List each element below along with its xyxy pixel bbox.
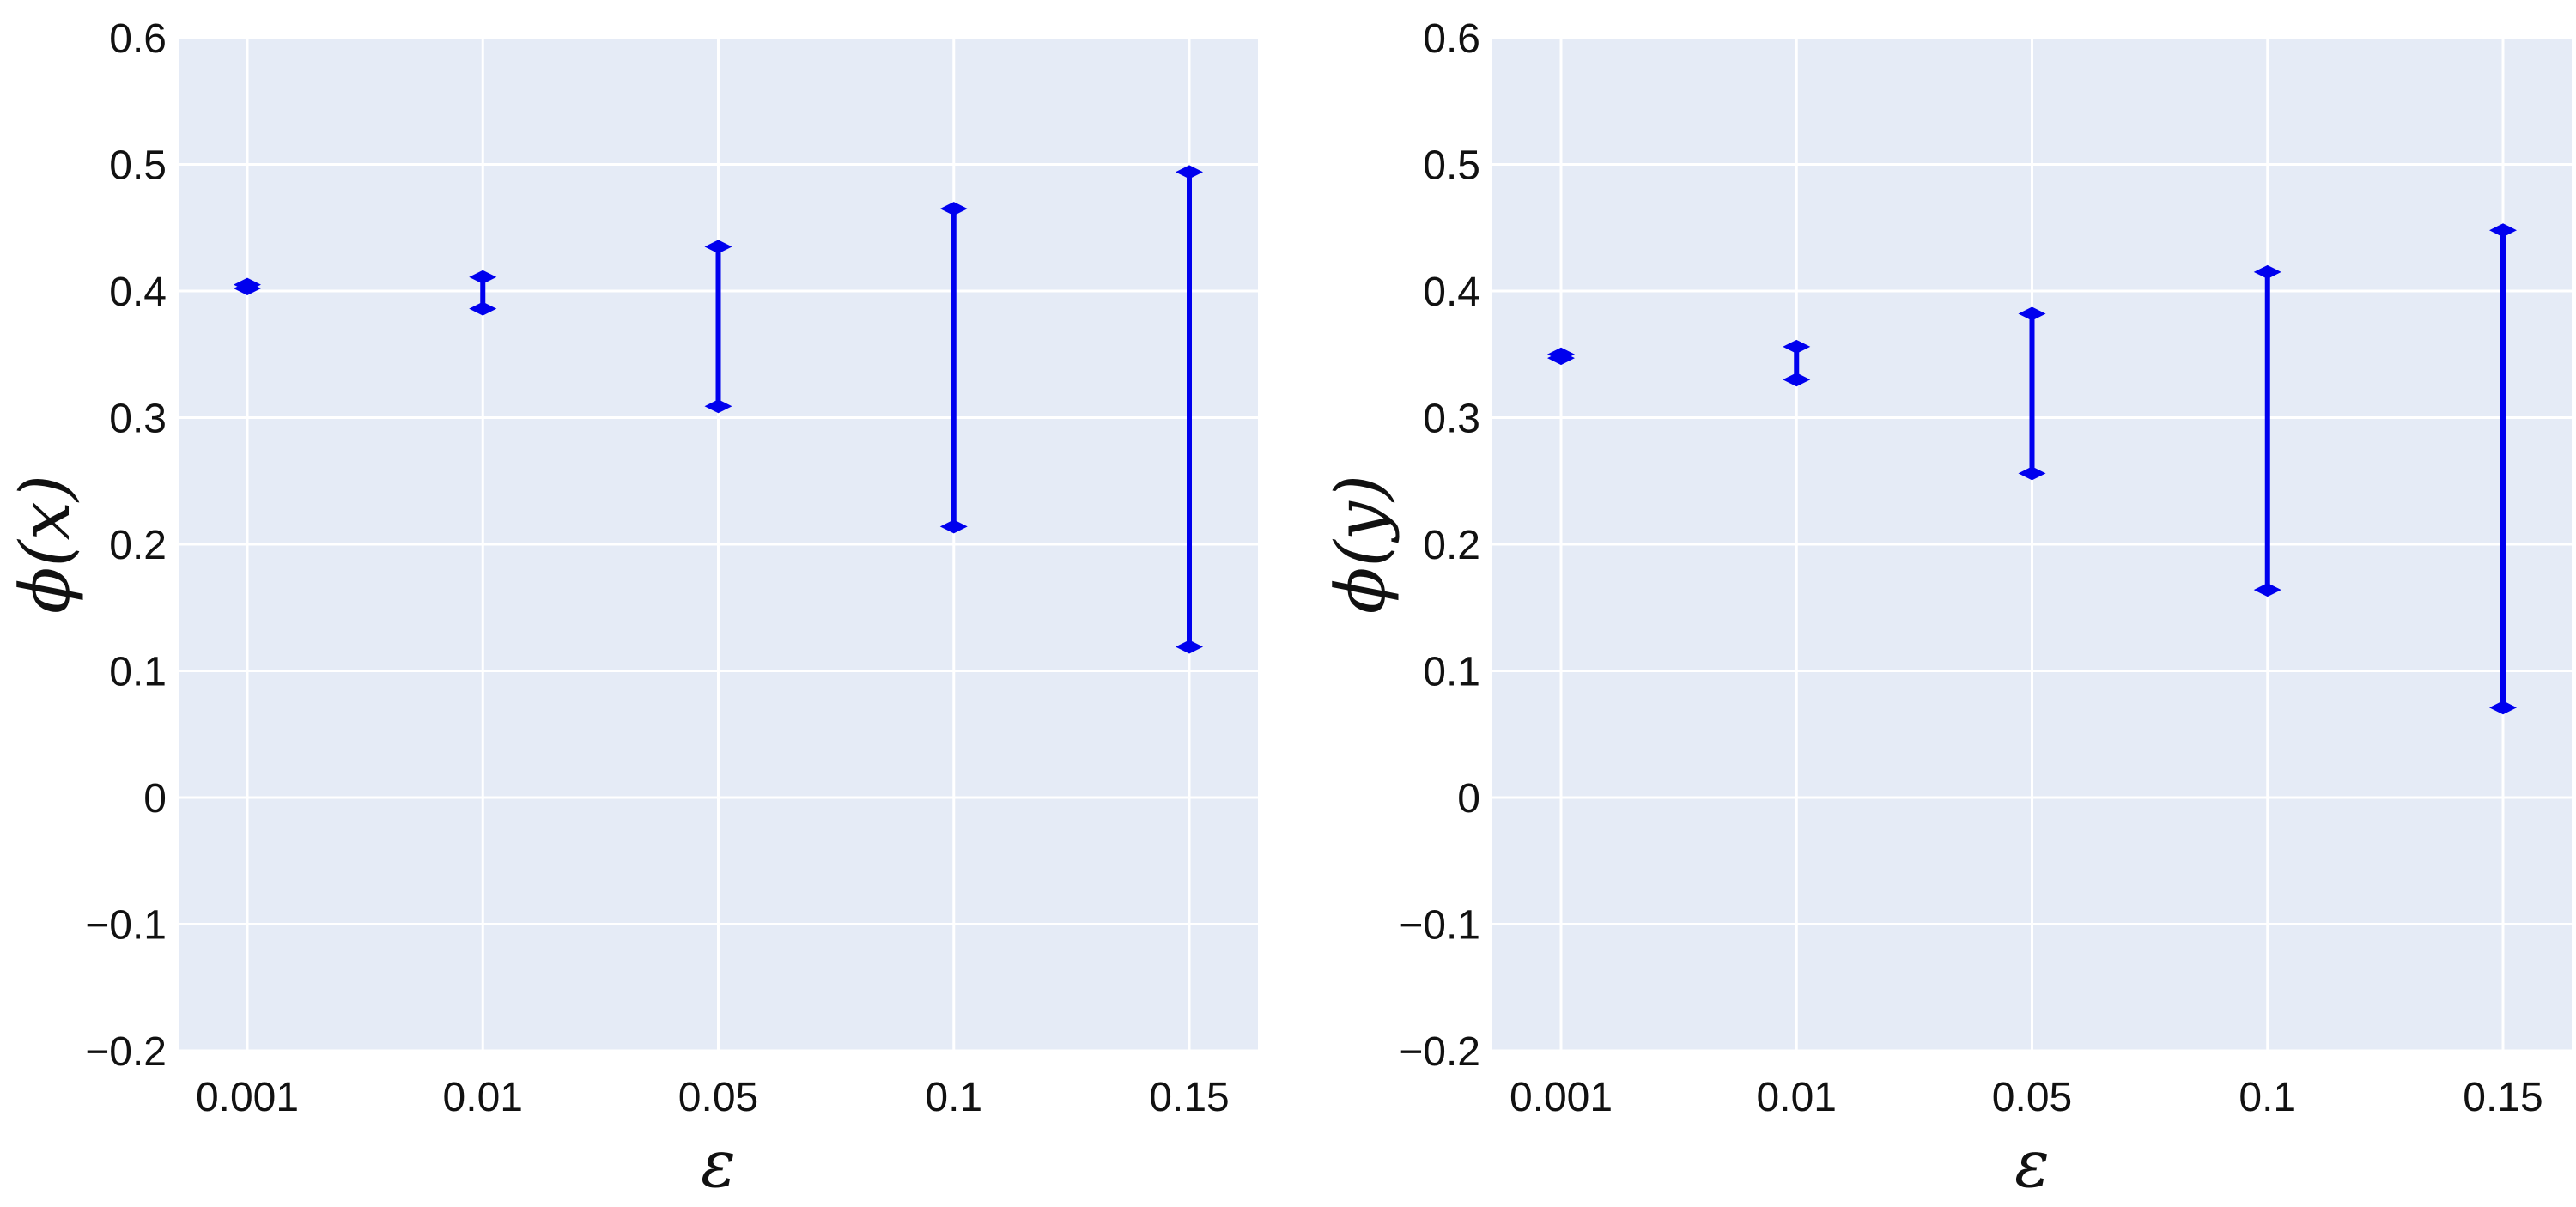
errorbar-lower-cap [2018,466,2046,481]
left-y-tick-label: 0.1 [109,650,167,695]
left-errorbar-0.001 [234,277,261,296]
errorbar-lower-cap [2489,701,2517,715]
errorbar-lower-cap [939,519,968,534]
errorbar-lower-cap [1783,373,1811,387]
left-chart-panel: −0.2 −0.1 0 0.1 0.2 0.3 0.4 0.5 0.6 0.001 0.01 0.05… [5,16,1258,1202]
errorbar-lower-cap [704,399,732,414]
right-y-tick-label: 0.6 [1423,16,1480,62]
right-y-axis-label: ϕ(y) [1321,475,1400,614]
left-y-tick-label: 0.5 [109,143,167,189]
right-y-tick-label: 0.2 [1423,523,1480,568]
left-y-tick-label: 0 [143,776,167,822]
right-y-tick-label: −0.2 [1399,1029,1480,1075]
right-x-tick-label: 0.01 [1757,1075,1837,1120]
left-x-tick-label: 0.01 [443,1075,523,1120]
right-errorbar-0.05 [2018,306,2046,481]
left-y-tick-label: 0.6 [109,16,167,62]
errorbar-upper-cap [1783,339,1811,354]
errorbar-upper-cap [939,202,968,216]
errorbar-lower-cap [234,282,261,296]
left-y-tick-label: 0.3 [109,397,167,442]
errorbar-lower-cap [1547,351,1575,366]
right-errorbar-0.1 [2253,264,2281,597]
right-errorbar-0.01 [1783,339,1811,387]
right-x-tick-label: 0.001 [1510,1075,1613,1120]
errorbar-upper-cap [2489,223,2517,238]
errorbar-lower-cap [2253,583,2281,597]
errorbar-upper-cap [469,270,497,284]
right-y-tick-label: 0.4 [1423,270,1480,315]
left-errorbar-0.1 [939,202,968,534]
left-x-tick-label: 0.001 [196,1075,299,1120]
errorbar-lower-cap [469,301,497,316]
right-errorbar-0.001 [1547,347,1575,366]
errorbar-upper-cap [2018,306,2046,321]
errorbar-upper-cap [704,240,732,254]
left-y-tick-label: 0.4 [109,270,167,315]
errorbar-upper-cap [1176,165,1203,179]
left-errorbar-0.15 [1176,165,1203,654]
right-y-tick-label: 0 [1457,776,1480,822]
left-x-tick-label: 0.15 [1149,1075,1229,1120]
right-chart-panel: −0.2 −0.1 0 0.1 0.2 0.3 0.4 0.5 0.6 0.001 0.01 0.05… [1321,16,2572,1202]
right-x-axis-label: ε [2014,1125,2050,1202]
errorbar-lower-cap [1176,640,1203,654]
right-y-tick-label: 0.5 [1423,143,1480,189]
right-x-tick-label: 0.05 [1992,1075,2072,1120]
left-y-axis-label: ϕ(x) [5,475,85,614]
left-y-tick-label: 0.2 [109,523,167,568]
errorbar-upper-cap [2253,264,2281,279]
left-errorbar-0.05 [704,240,732,414]
right-y-tick-label: 0.3 [1423,397,1480,442]
left-y-tick-label: −0.2 [85,1029,167,1075]
right-y-tick-label: −0.1 [1399,903,1480,949]
left-x-tick-label: 0.1 [925,1075,982,1120]
left-errorbar-0.01 [469,270,497,316]
left-y-tick-label: −0.1 [85,903,167,949]
right-errorbar-0.15 [2489,223,2517,715]
right-x-tick-label: 0.15 [2463,1075,2543,1120]
left-x-tick-label: 0.05 [678,1075,758,1120]
left-x-axis-label: ε [701,1125,736,1202]
right-x-tick-label: 0.1 [2239,1075,2296,1120]
right-y-tick-label: 0.1 [1423,650,1480,695]
